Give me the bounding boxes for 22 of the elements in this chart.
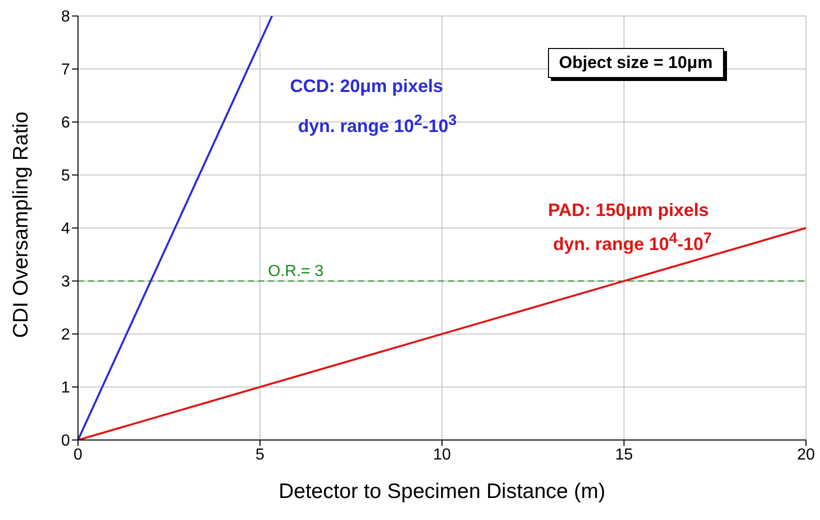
y-tick-label: 5 (61, 168, 70, 185)
annotation: CCD: 20μm pixels (290, 76, 444, 97)
annotation: PAD: 150μm pixels (548, 200, 709, 221)
y-tick-label: 7 (61, 62, 70, 79)
x-tick-label: 0 (74, 446, 83, 464)
y-tick-label: 0 (61, 432, 70, 450)
y-tick-label: 2 (61, 326, 70, 344)
y-tick-label: 1 (61, 380, 70, 397)
ref-line-label: O.R.= 3 (268, 263, 324, 280)
y-tick-label: 4 (61, 220, 70, 238)
y-axis-title: CDI Oversampling Ratio (9, 112, 32, 338)
x-tick-label: 10 (433, 446, 451, 464)
y-tick-label: 3 (61, 274, 70, 291)
annotation: Object size = 10μm (548, 48, 724, 78)
annotation: dyn. range 10$^{4}$-10$^{7}$ (553, 230, 712, 255)
y-tick-label: 6 (61, 114, 70, 132)
y-tick-label: 8 (61, 8, 70, 26)
x-tick-label: 15 (615, 446, 633, 464)
x-tick-label: 20 (797, 446, 815, 464)
annotation: dyn. range 10$^{2}$-10$^{3}$ (298, 112, 457, 137)
x-tick-label: 5 (256, 446, 265, 464)
x-axis-title: Detector to Specimen Distance (m) (278, 480, 606, 503)
